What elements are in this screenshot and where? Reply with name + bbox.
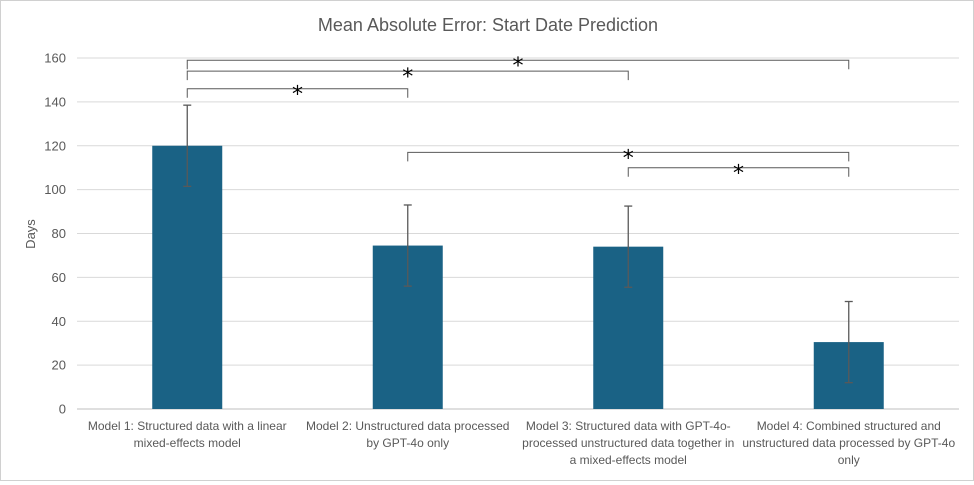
significance-star: *: [733, 162, 744, 187]
category-label: Model 1: Structured data with a linear: [88, 419, 287, 433]
significance-star: *: [292, 83, 303, 108]
error-bar: [624, 205, 633, 288]
category-label: Model 3: Structured data with GPT-4o-: [526, 419, 731, 433]
category-label: by GPT-4o only: [366, 436, 449, 450]
bracket-line: [407, 151, 850, 162]
category-label: only: [838, 453, 860, 467]
bracket-line: [186, 88, 409, 98]
y-tick-label: 40: [52, 314, 66, 329]
bracket-line: [627, 167, 850, 177]
bars: [152, 145, 884, 409]
chart-title: Mean Absolute Error: Start Date Predicti…: [318, 15, 658, 35]
significance-brackets: * * * * *: [186, 54, 850, 187]
error-bar: [844, 300, 853, 384]
y-tick-label: 0: [59, 402, 66, 417]
y-axis-label: Days: [23, 219, 38, 249]
significance-bracket: *: [186, 83, 409, 108]
category-label: unstructured data processed by GPT-4o: [742, 436, 955, 450]
bracket-line: [186, 59, 850, 70]
y-tick-label: 20: [52, 358, 66, 373]
significance-star: *: [623, 146, 634, 171]
y-tick-label: 80: [52, 226, 66, 241]
error-bars: [183, 104, 853, 384]
significance-bracket: *: [186, 65, 629, 90]
y-tick-label: 100: [44, 182, 66, 197]
significance-star: *: [402, 65, 413, 90]
gridlines: [77, 57, 959, 410]
category-label: mixed-effects model: [134, 436, 241, 450]
significance-bracket: *: [186, 54, 850, 79]
y-tick-label: 160: [44, 51, 66, 66]
y-tick-label: 140: [44, 94, 66, 109]
significance-bracket: *: [407, 146, 850, 171]
bar: [152, 145, 223, 409]
y-tick-label: 120: [44, 138, 66, 153]
category-label: Model 4: Combined structured and: [757, 419, 941, 433]
error-bar: [183, 104, 192, 187]
error-bar: [403, 204, 412, 287]
category-label: Model 2: Unstructured data processed: [306, 419, 509, 433]
y-tick-label: 60: [52, 270, 66, 285]
significance-bracket: *: [627, 162, 850, 187]
category-label: processed unstructured data together in: [522, 436, 734, 450]
bracket-line: [186, 70, 629, 81]
y-tick-labels: 0 20 40 60 80 100 120 140 160: [44, 51, 66, 417]
category-labels: Model 1: Structured data with a linear mi…: [88, 419, 956, 467]
significance-star: *: [513, 54, 524, 79]
category-label: a mixed-effects model: [570, 453, 687, 467]
